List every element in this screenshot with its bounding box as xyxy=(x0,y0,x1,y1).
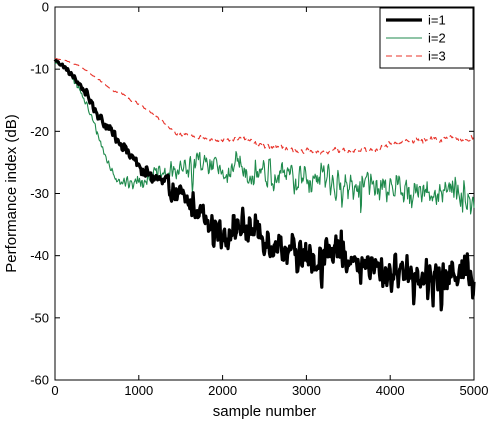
legend-label-i=3: i=3 xyxy=(428,49,446,64)
x-tick-label: 2000 xyxy=(208,383,237,398)
legend-items: i=1 i=2 i=3 xyxy=(386,13,446,64)
legend-label-i=2: i=2 xyxy=(428,31,446,46)
y-axis-label: Performance index (dB) xyxy=(3,114,20,272)
series-layer xyxy=(53,58,476,312)
series-line-i=1 xyxy=(53,58,476,312)
y-tick-label: -50 xyxy=(30,310,49,325)
tick-labels: 0 1000 2000 3000 4000 5000 0 -10 -20 -30 -40 -50 -60 xyxy=(30,0,488,398)
y-tick-label: -20 xyxy=(30,124,49,139)
plot-area xyxy=(53,6,476,381)
y-tick-label: -60 xyxy=(30,373,49,388)
x-tick-label: 0 xyxy=(51,383,58,398)
x-axis-label: sample number xyxy=(213,403,316,420)
legend: i=1 i=2 i=3 xyxy=(379,7,474,69)
series-line-i=2 xyxy=(54,61,475,215)
y-tick-label: -30 xyxy=(30,186,49,201)
x-tick-label: 5000 xyxy=(460,383,489,398)
x-tick-label: 1000 xyxy=(124,383,153,398)
legend-label-i=1: i=1 xyxy=(428,13,446,28)
series-line-i=3 xyxy=(54,58,475,156)
x-tick-label: 4000 xyxy=(376,383,405,398)
y-tick-label: -10 xyxy=(30,62,49,77)
y-tick-label: 0 xyxy=(42,0,49,15)
x-tick-label: 3000 xyxy=(292,383,321,398)
y-tick-label: -40 xyxy=(30,248,49,263)
